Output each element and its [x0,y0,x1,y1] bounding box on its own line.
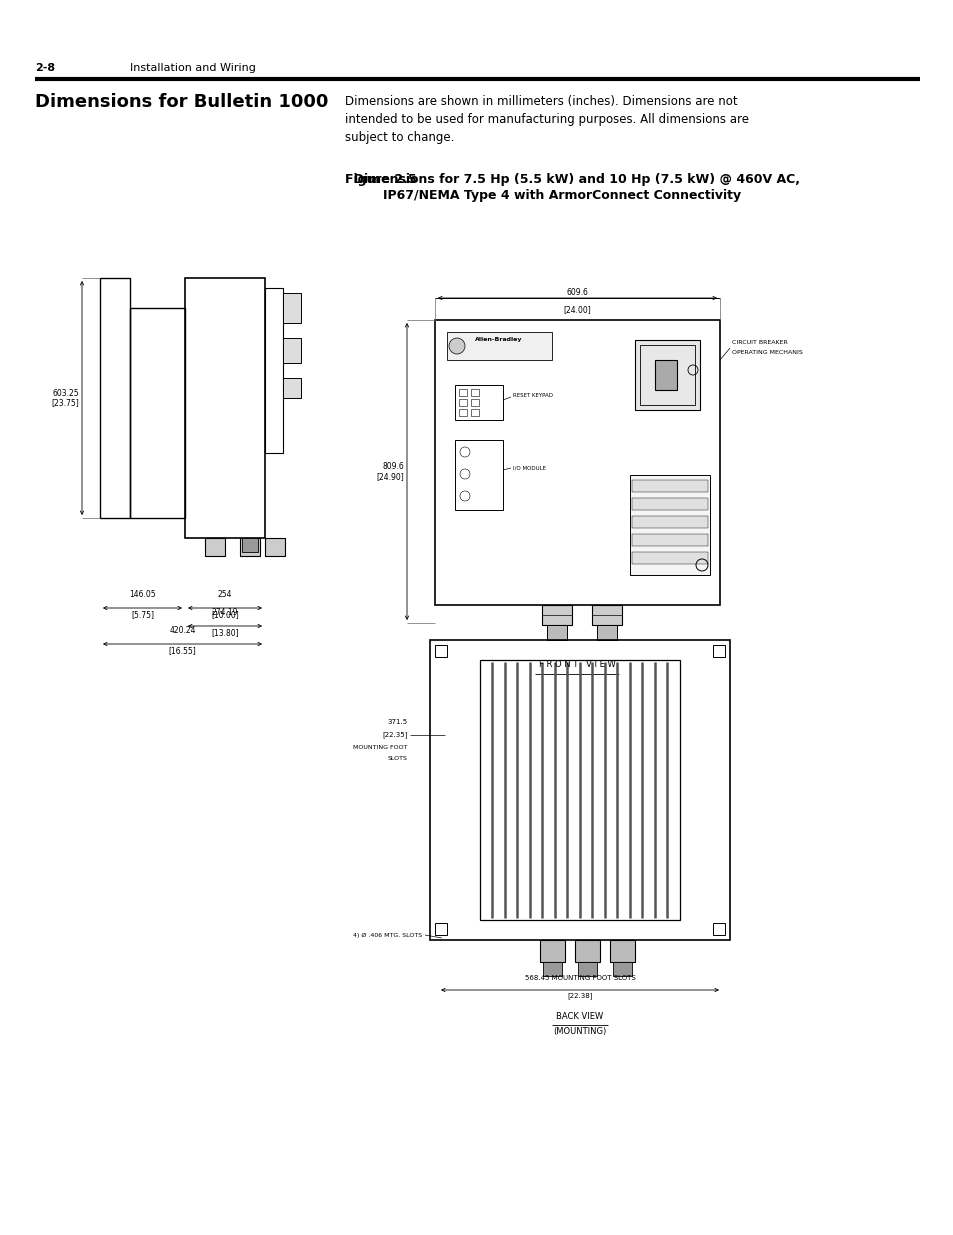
Text: 420.24: 420.24 [169,626,195,635]
Bar [631,498,707,510]
Bar [631,552,707,564]
Circle shape [449,338,464,354]
Bar [712,645,724,657]
Text: CIRCUIT BREAKER: CIRCUIT BREAKER [731,340,787,345]
Bar [100,278,130,517]
Text: 809.6: 809.6 [382,462,403,471]
Bar [265,288,283,453]
Text: 146.05: 146.05 [129,590,155,599]
Bar [458,389,467,396]
Bar [283,293,301,324]
Bar [639,345,695,405]
Text: intended to be used for manufacturing purposes. All dimensions are: intended to be used for manufacturing pu… [345,112,748,126]
Bar [592,605,621,625]
Text: 2-8: 2-8 [35,63,55,73]
Text: RESET KEYPAD: RESET KEYPAD [513,393,553,398]
Text: [23.75]: [23.75] [51,399,79,408]
Bar [539,940,564,962]
Text: [5.75]: [5.75] [131,610,153,619]
Bar [629,475,709,576]
Text: MOUNTING FOOT: MOUNTING FOOT [354,745,408,750]
Bar [541,605,572,625]
Bar [283,338,301,363]
Bar [130,308,185,517]
Text: Installation and Wiring: Installation and Wiring [130,63,255,73]
Bar [185,278,265,538]
Text: IP67/NEMA Type 4 with ArmorConnect Connectivity: IP67/NEMA Type 4 with ArmorConnect Conne… [382,189,740,203]
Text: 603.25: 603.25 [52,389,79,398]
Bar [435,320,720,605]
Text: 609.6: 609.6 [566,288,588,296]
Bar [471,409,478,416]
Bar [435,923,447,935]
Bar [435,645,447,657]
Text: Dimensions for Bulletin 1000: Dimensions for Bulletin 1000 [35,93,328,111]
Bar [613,962,631,976]
Bar [265,538,285,556]
Text: [22.38]: [22.38] [567,992,592,999]
Text: subject to change.: subject to change. [345,131,454,144]
Bar [597,625,617,640]
Bar [458,409,467,416]
Bar [430,640,729,940]
Bar [479,659,679,920]
Text: Figure 2.5: Figure 2.5 [345,173,416,186]
Text: SLOTS: SLOTS [388,756,408,761]
Text: BACK VIEW: BACK VIEW [556,1011,603,1021]
Text: Dimensions are shown in millimeters (inches). Dimensions are not: Dimensions are shown in millimeters (inc… [345,95,737,107]
Bar [609,940,635,962]
Text: 4) Ø .406 MTG. SLOTS: 4) Ø .406 MTG. SLOTS [353,932,421,937]
Bar [283,378,301,398]
Bar [575,940,599,962]
Bar [546,625,566,640]
Text: Allen-Bradley: Allen-Bradley [475,337,522,342]
Bar [712,923,724,935]
Text: 371.5: 371.5 [388,719,408,725]
Text: 568.45 MOUNTING FOOT SLOTS: 568.45 MOUNTING FOOT SLOTS [524,974,635,981]
Text: 254: 254 [217,590,232,599]
Bar [631,516,707,529]
Bar [242,538,257,552]
Bar [205,538,225,556]
Text: [10.00]: [10.00] [211,610,238,619]
Bar [458,399,467,406]
Bar [455,440,502,510]
Text: Dimensions for 7.5 Hp (5.5 kW) and 10 Hp (7.5 kW) @ 460V AC,: Dimensions for 7.5 Hp (5.5 kW) and 10 Hp… [345,173,800,186]
Text: [16.55]: [16.55] [169,646,196,655]
Bar [635,340,700,410]
Text: OPERATING MECHANIS: OPERATING MECHANIS [731,350,801,354]
Bar [578,962,597,976]
Bar [542,962,561,976]
Bar [447,332,552,359]
Bar [631,480,707,492]
Text: 274.19: 274.19 [212,608,238,618]
Text: [24.90]: [24.90] [375,472,403,480]
Bar [631,534,707,546]
Text: F R O N T   V I E W: F R O N T V I E W [538,659,616,669]
Text: [13.80]: [13.80] [211,629,238,637]
Text: I/O MODULE: I/O MODULE [513,466,545,471]
Text: [22.35]: [22.35] [382,731,408,739]
Bar [471,389,478,396]
Bar [655,359,677,390]
Bar [471,399,478,406]
Text: (MOUNTING): (MOUNTING) [553,1028,606,1036]
Bar [240,538,260,556]
Bar [455,385,502,420]
Text: [24.00]: [24.00] [563,305,591,314]
